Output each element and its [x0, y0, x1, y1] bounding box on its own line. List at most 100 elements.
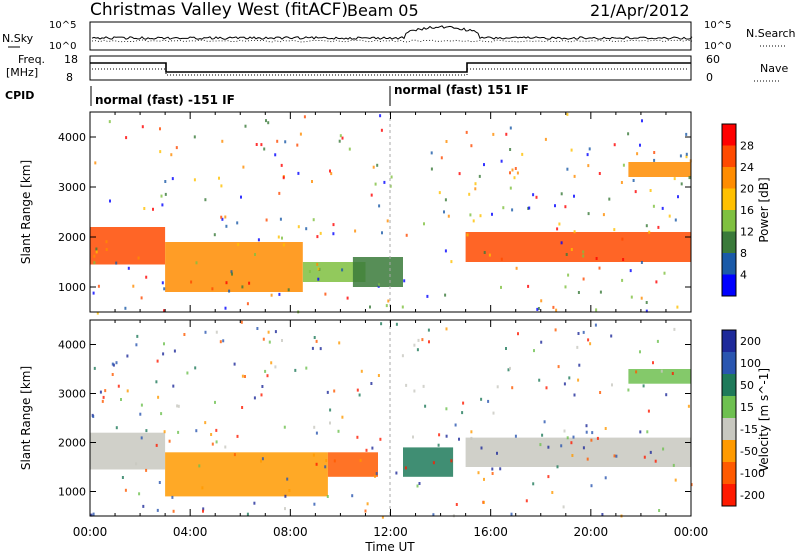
echo-speckle [578, 363, 581, 367]
echo-speckle [510, 512, 513, 516]
echo-speckle [585, 430, 588, 434]
echo-speckle [566, 436, 569, 440]
x-tick-label: 08:00 [273, 525, 308, 539]
echo-speckle [509, 186, 512, 190]
echo-speckle [177, 430, 180, 434]
echo-speckle [152, 207, 154, 211]
echo-speckle [567, 273, 570, 277]
echo-speckle [97, 284, 100, 288]
sky-right-tick-top: 10^5 [704, 20, 731, 31]
echo-speckle [297, 171, 300, 175]
echo-speckle [444, 293, 447, 297]
echo-speckle [364, 509, 367, 513]
echo-speckle [369, 305, 371, 309]
echo-speckle [204, 330, 207, 334]
echo-speckle [547, 475, 550, 479]
nave-right-label: Nave [760, 62, 788, 75]
echo-speckle [547, 445, 550, 449]
echo-speckle [173, 349, 176, 353]
echo-speckle [288, 489, 291, 492]
echo-speckle [339, 134, 342, 138]
echo-speckle [317, 277, 320, 281]
echo-speckle [571, 454, 574, 457]
echo-speckle [305, 366, 308, 370]
echo-speckle [319, 347, 322, 351]
echo-speckle [287, 288, 290, 292]
echo-speckle [677, 195, 679, 199]
echo-speckle [109, 199, 111, 203]
colorbar-tick-label: 15 [740, 401, 754, 414]
echo-speckle [176, 404, 179, 408]
echo-speckle [653, 158, 656, 162]
echo-speckle [140, 436, 143, 440]
echo-speckle [93, 261, 96, 265]
echo-speckle [416, 484, 419, 488]
echo-speckle [319, 231, 322, 235]
echo-speckle [649, 189, 652, 192]
sky-trace [91, 25, 693, 40]
nave-trace [92, 68, 689, 76]
echo-speckle [640, 261, 643, 264]
colorbar-block [722, 462, 736, 484]
echo-speckle [679, 154, 682, 158]
colorbar-tick-label: 28 [740, 140, 754, 153]
echo-speckle [177, 404, 180, 408]
echo-speckle [329, 169, 331, 173]
echo-region-0 [90, 432, 166, 470]
echo-speckle [658, 509, 661, 512]
echo-speckle [332, 232, 335, 236]
echo-speckle [527, 284, 530, 288]
echo-speckle [233, 362, 236, 366]
echo-speckle [586, 153, 589, 157]
echo-speckle [505, 132, 508, 136]
echo-speckle [673, 177, 676, 181]
echo-speckle [145, 468, 148, 472]
colorbar-block [722, 124, 736, 146]
echo-speckle [195, 261, 198, 265]
echo-speckle [360, 369, 363, 373]
echo-speckle [680, 182, 683, 186]
echo-speckle [465, 130, 468, 134]
echo-speckle [371, 446, 374, 450]
sky-left-tick-top: 10^5 [49, 20, 76, 31]
echo-speckle [338, 139, 341, 143]
echo-speckle [685, 155, 688, 159]
echo-speckle [356, 388, 359, 392]
echo-speckle [329, 408, 332, 412]
echo-speckle [160, 412, 163, 416]
echo-speckle [582, 330, 585, 334]
echo-region-2 [327, 452, 378, 477]
echo-speckle [386, 219, 389, 223]
freq-left-label-2: [MHz] [6, 66, 38, 79]
echo-speckle [311, 180, 313, 183]
echo-region-1 [165, 242, 303, 292]
echo-speckle [341, 268, 344, 272]
colorbar-block [722, 145, 736, 167]
colorbar-block [722, 274, 736, 296]
echo-speckle [317, 267, 320, 271]
freq-panel: Freq. [MHz] 18 8 60 0 Nave [6, 53, 788, 84]
echo-speckle [381, 231, 383, 235]
echo-speckle [383, 180, 386, 184]
echo-speckle [132, 284, 135, 288]
echo-speckle [643, 455, 646, 459]
echo-speckle [157, 395, 160, 399]
echo-speckle [268, 340, 271, 344]
velocity-colorbar-blocks [721, 329, 737, 507]
echo-speckle [576, 345, 579, 349]
echo-speckle [613, 228, 616, 232]
echo-speckle [474, 187, 477, 191]
echo-speckle [479, 214, 482, 218]
echo-speckle [598, 172, 601, 175]
echo-speckle [653, 151, 656, 154]
echo-speckle [585, 424, 588, 428]
colorbar-block [722, 231, 736, 253]
colorbar-tick-label: 8 [740, 247, 747, 260]
echo-speckle [445, 434, 448, 438]
echo-speckle [316, 262, 319, 266]
echo-speckle [610, 334, 613, 338]
echo-speckle [488, 253, 491, 257]
echo-region-5 [628, 369, 691, 384]
echo-speckle [557, 365, 560, 369]
echo-speckle [514, 434, 517, 438]
